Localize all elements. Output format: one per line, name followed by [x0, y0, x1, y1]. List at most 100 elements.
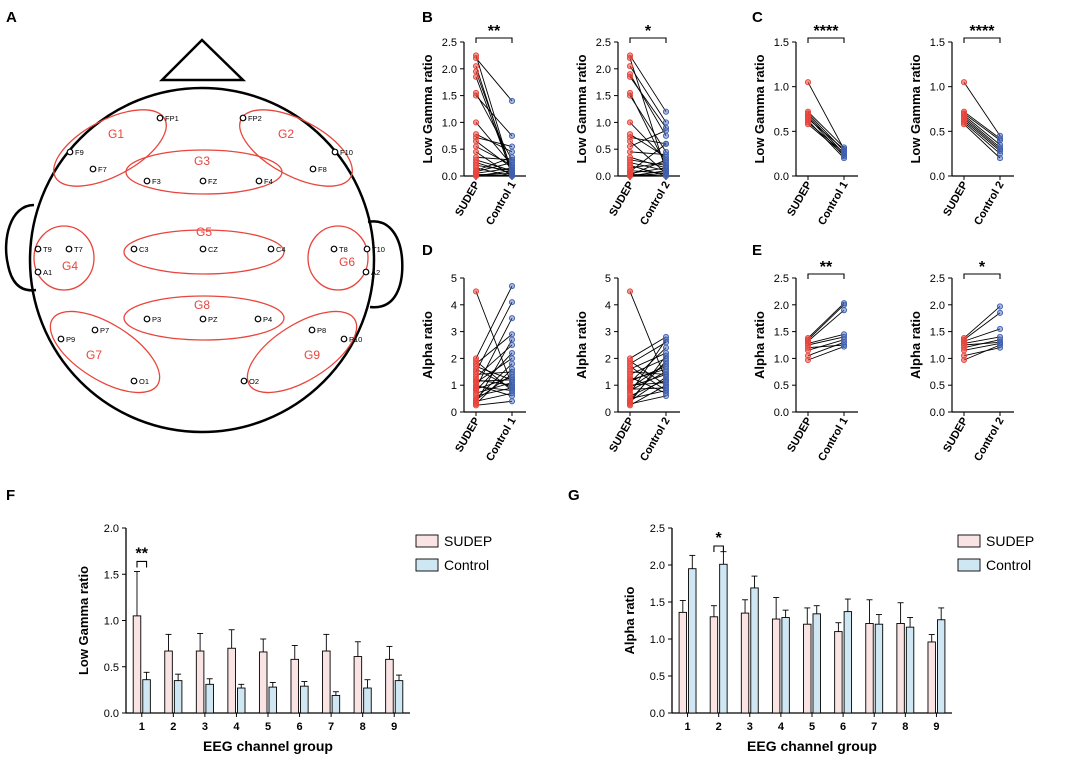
y-tick-label: 2.0	[930, 300, 945, 312]
pair-line	[807, 304, 845, 340]
group-ellipse	[49, 310, 161, 394]
sudep-point	[472, 63, 480, 70]
electrode-label: P3	[152, 315, 161, 324]
y-tick-label: 2.5	[930, 273, 945, 285]
electrode-label: P9	[66, 335, 75, 344]
bar-charts: 0.0 0.5 1.0 1.5 2.0 Low Gamma ratio EEG channe…	[76, 523, 1034, 754]
sudep-bar	[227, 647, 236, 714]
pair-line	[807, 302, 845, 339]
pair-line	[475, 133, 513, 153]
significance-stars: **	[488, 23, 501, 40]
electrode-marker	[309, 165, 317, 173]
sudep-point	[804, 121, 812, 128]
x-tick-label: 1	[139, 721, 145, 733]
pair-line	[475, 71, 513, 171]
x-category-label: SUDEP	[941, 416, 970, 455]
control-point	[662, 387, 670, 394]
legend-swatch	[957, 534, 981, 548]
control-point	[508, 159, 516, 166]
control-point	[508, 315, 516, 322]
sudep-bar	[803, 623, 812, 714]
pair-line	[629, 172, 667, 177]
control-bar	[688, 568, 697, 714]
panel-label-g: G	[568, 487, 580, 504]
pair-line	[963, 113, 1001, 141]
sudep-point	[626, 148, 634, 155]
sudep-point	[472, 402, 480, 409]
pair-line	[629, 352, 667, 370]
electrode-marker	[254, 315, 262, 323]
electrode-label: P4	[263, 315, 272, 324]
pair-line	[629, 355, 667, 403]
sudep-bar	[195, 650, 205, 714]
pair-line	[963, 120, 1001, 152]
y-tick-label: 1	[605, 380, 611, 392]
x-category-label: SUDEP	[607, 416, 636, 455]
electrode-marker	[199, 315, 207, 323]
y-axis-title: Low Gamma ratio	[76, 566, 91, 675]
pair-line	[629, 136, 667, 145]
control-point	[662, 336, 670, 343]
y-tick-label: 0.5	[596, 144, 611, 156]
pair-line	[475, 140, 513, 169]
pair-line	[963, 122, 1001, 155]
y-tick-label: 0.5	[930, 126, 945, 138]
pair-line	[475, 167, 513, 174]
electrode-marker	[156, 114, 164, 122]
significance-bracket	[475, 37, 513, 43]
control-point	[662, 371, 670, 378]
nose-shape	[158, 38, 247, 82]
pair-line	[475, 136, 513, 147]
significance-stars: **	[820, 259, 833, 276]
pair-line	[807, 341, 845, 357]
electrode-marker	[66, 148, 74, 156]
pair-line	[629, 376, 667, 394]
y-tick-label: 3	[451, 327, 457, 339]
x-tick-label: 9	[933, 721, 939, 733]
panel-label-f: F	[6, 487, 15, 504]
electrode-marker	[143, 315, 151, 323]
control-point	[508, 282, 516, 290]
pair-line	[963, 342, 1001, 351]
y-tick-label: 0.0	[104, 708, 119, 720]
y-tick-label: 1.0	[930, 82, 945, 94]
electrode-marker	[199, 177, 207, 185]
control-point	[662, 156, 670, 163]
sudep-point	[626, 143, 634, 150]
electrode-marker	[255, 177, 263, 185]
x-category-label: SUDEP	[785, 416, 814, 455]
control-point	[508, 148, 516, 155]
control-bar	[905, 626, 915, 714]
electrode-marker	[89, 165, 97, 173]
control-point	[508, 398, 516, 405]
pair-line	[475, 146, 513, 166]
control-point	[996, 150, 1004, 157]
x-category-label: Control 2	[972, 416, 1007, 464]
sudep-point	[472, 68, 480, 75]
y-tick-label: 0.0	[650, 708, 665, 720]
pair-line	[963, 328, 1001, 342]
control-point	[508, 143, 516, 150]
pair-line	[963, 81, 1001, 137]
electrode-marker	[130, 245, 138, 253]
control-bar	[236, 687, 246, 714]
pair-line	[475, 156, 513, 172]
control-point	[662, 344, 670, 351]
sudep-bar	[385, 658, 394, 714]
sudep-bar	[896, 623, 905, 714]
y-tick-label: 1.5	[774, 37, 789, 49]
sudep-point	[626, 92, 634, 99]
electrode-label: FP1	[165, 114, 179, 123]
control-point	[662, 132, 670, 139]
legend-label: SUDEP	[444, 533, 492, 549]
pair-line	[963, 123, 1001, 159]
control-point	[508, 355, 516, 362]
sudep-point	[472, 288, 480, 295]
y-tick-label: 0.5	[104, 662, 119, 674]
electrode-label: CZ	[208, 245, 218, 254]
y-tick-label: 4	[451, 300, 457, 312]
control-bar	[142, 679, 151, 714]
y-tick-label: 4	[605, 300, 611, 312]
